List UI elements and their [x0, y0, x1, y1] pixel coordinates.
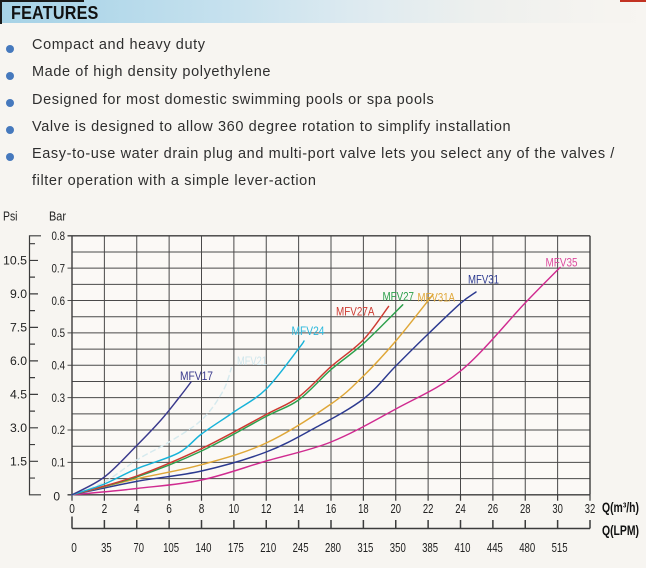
- svg-text:0.8: 0.8: [52, 229, 66, 243]
- svg-text:MFV31: MFV31: [468, 275, 499, 287]
- svg-text:MFV35: MFV35: [546, 258, 578, 270]
- svg-text:445: 445: [487, 540, 503, 555]
- svg-text:28: 28: [520, 501, 531, 516]
- svg-text:315: 315: [357, 540, 373, 555]
- svg-text:0.1: 0.1: [52, 456, 66, 470]
- svg-text:210: 210: [260, 540, 276, 555]
- svg-text:10.5: 10.5: [3, 254, 27, 268]
- svg-text:105: 105: [163, 540, 179, 555]
- svg-text:14: 14: [293, 501, 304, 516]
- svg-text:22: 22: [423, 501, 434, 516]
- svg-text:70: 70: [134, 540, 145, 555]
- svg-text:32: 32: [585, 501, 596, 516]
- svg-text:0.2: 0.2: [52, 423, 66, 437]
- svg-text:280: 280: [325, 540, 341, 555]
- svg-text:0: 0: [71, 540, 77, 555]
- svg-text:245: 245: [293, 540, 309, 555]
- svg-text:0.5: 0.5: [52, 326, 66, 340]
- svg-text:6.0: 6.0: [10, 354, 27, 368]
- svg-text:0.6: 0.6: [52, 294, 66, 308]
- svg-text:30: 30: [552, 501, 563, 516]
- svg-text:2: 2: [102, 501, 108, 516]
- svg-text:12: 12: [261, 501, 272, 516]
- svg-text:480: 480: [519, 540, 535, 555]
- svg-text:MFV31A: MFV31A: [418, 293, 456, 305]
- svg-text:7.5: 7.5: [10, 321, 27, 335]
- svg-text:0.3: 0.3: [52, 391, 66, 405]
- svg-text:Q(m³/h): Q(m³/h): [602, 500, 639, 515]
- svg-text:MFV27A: MFV27A: [336, 307, 375, 319]
- svg-text:16: 16: [326, 501, 337, 516]
- svg-text:4: 4: [134, 501, 140, 516]
- svg-text:0: 0: [53, 490, 60, 504]
- svg-text:18: 18: [358, 501, 369, 516]
- svg-text:MFV27: MFV27: [383, 292, 415, 304]
- svg-text:385: 385: [422, 540, 438, 555]
- svg-text:350: 350: [390, 540, 406, 555]
- svg-text:MFV24: MFV24: [292, 326, 326, 338]
- svg-text:0.7: 0.7: [52, 261, 66, 275]
- svg-text:3.0: 3.0: [10, 421, 27, 435]
- svg-text:4.5: 4.5: [10, 388, 27, 402]
- svg-text:20: 20: [391, 501, 402, 516]
- svg-text:24: 24: [455, 501, 466, 516]
- svg-text:140: 140: [196, 540, 212, 555]
- svg-text:410: 410: [455, 540, 471, 555]
- svg-text:175: 175: [228, 540, 244, 555]
- svg-text:Bar: Bar: [49, 210, 66, 224]
- svg-text:MFV17: MFV17: [180, 371, 213, 383]
- svg-text:10: 10: [229, 501, 240, 516]
- svg-text:0.4: 0.4: [52, 359, 66, 373]
- svg-text:8: 8: [199, 501, 205, 516]
- svg-text:MFV21: MFV21: [237, 356, 267, 368]
- svg-text:0: 0: [69, 501, 75, 516]
- svg-text:26: 26: [488, 501, 499, 516]
- svg-text:9.0: 9.0: [10, 287, 27, 301]
- svg-text:35: 35: [101, 540, 112, 555]
- svg-text:6: 6: [166, 501, 172, 516]
- svg-text:515: 515: [552, 540, 568, 555]
- svg-text:Q(LPM): Q(LPM): [602, 523, 639, 538]
- svg-text:Psi: Psi: [3, 210, 18, 224]
- svg-text:1.5: 1.5: [10, 455, 27, 469]
